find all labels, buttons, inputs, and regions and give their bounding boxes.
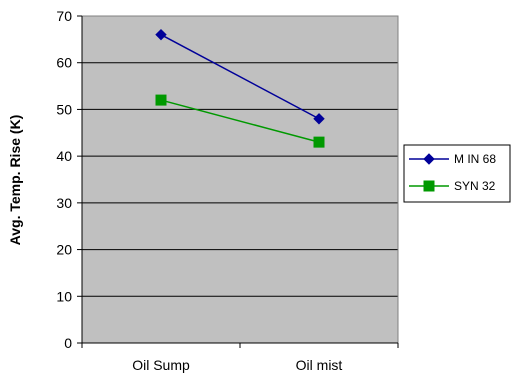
y-axis-ticks: 0 10 20 30 40 50 60 70 (56, 8, 82, 351)
legend-box (403, 144, 511, 203)
legend-marker (423, 180, 435, 192)
x-axis-ticks: Oil Sump Oil mist (81, 343, 399, 373)
series-line (160, 99, 320, 143)
series-syn-32 (155, 94, 325, 148)
x-tick-label: Oil mist (296, 357, 343, 373)
series-m-in-68 (155, 28, 325, 125)
y-axis-title: Avg. Temp. Rise (K) (7, 115, 23, 246)
legend-item-m-in-68: M IN 68 (409, 152, 496, 166)
plot-area (82, 16, 398, 343)
data-point (155, 28, 167, 41)
legend-label: SYN 32 (454, 179, 496, 193)
y-tick-label: 70 (56, 8, 72, 24)
x-tick-label: Oil Sump (132, 357, 190, 373)
y-tick-label: 40 (56, 148, 72, 164)
data-point (313, 136, 325, 148)
y-tick-label: 0 (64, 335, 72, 351)
data-point (155, 94, 167, 106)
legend-item-syn-32: SYN 32 (409, 179, 496, 193)
legend: M IN 68 SYN 32 (409, 152, 496, 193)
legend-marker (423, 153, 435, 165)
legend-label: M IN 68 (454, 152, 496, 166)
y-tick-label: 20 (56, 242, 72, 258)
series-layer (155, 28, 325, 148)
y-tick-label: 60 (56, 55, 72, 71)
y-tick-label: 10 (56, 288, 72, 304)
series-line (160, 34, 320, 120)
y-tick-label: 30 (56, 195, 72, 211)
data-point (313, 113, 325, 125)
y-tick-label: 50 (56, 101, 72, 117)
